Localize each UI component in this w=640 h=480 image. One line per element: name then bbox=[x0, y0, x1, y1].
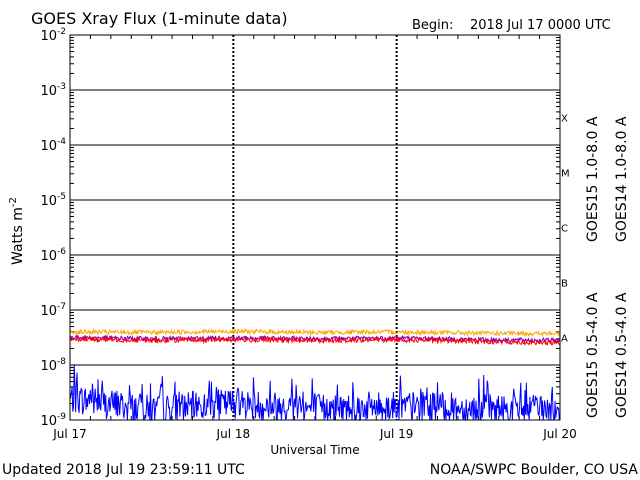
flare-class-label: B bbox=[561, 279, 568, 290]
flare-class-label: A bbox=[561, 334, 568, 345]
legend-goes15-short: GOES15 0.5-4.0 A bbox=[585, 292, 601, 418]
grid bbox=[70, 35, 560, 420]
y-tick-label: 10-2 bbox=[40, 27, 66, 44]
plot-frame bbox=[69, 34, 561, 421]
begin-label: Begin: bbox=[412, 18, 453, 33]
y-tick-labels: 10-9 10-8 10-7 10-6 10-5 10-4 10-3 10-2 bbox=[40, 27, 66, 429]
y-tick-label: 10-4 bbox=[40, 137, 66, 154]
credit-text: NOAA/SWPC Boulder, CO USA bbox=[430, 462, 639, 478]
begin-value: 2018 Jul 17 0000 UTC bbox=[470, 18, 611, 33]
series-line bbox=[69, 364, 561, 422]
y-tick-label: 10-3 bbox=[40, 82, 66, 99]
series-line bbox=[69, 327, 561, 338]
x-tick-label: Jul 18 bbox=[216, 427, 251, 441]
legend-goes14-long: GOES14 1.0-8.0 A bbox=[614, 116, 630, 242]
legend-goes15-long: GOES15 1.0-8.0 A bbox=[585, 116, 601, 242]
data-series bbox=[69, 327, 561, 422]
x-tick-label: Jul 20 bbox=[542, 427, 577, 441]
flare-class-label: M bbox=[561, 169, 570, 180]
flare-class-labels: A B C M X bbox=[561, 114, 570, 345]
flare-class-label: X bbox=[561, 114, 568, 125]
legend-goes14-short: GOES14 0.5-4.0 A bbox=[614, 292, 630, 418]
chart-title: GOES Xray Flux (1-minute data) bbox=[31, 9, 288, 28]
flare-class-label: C bbox=[561, 224, 568, 235]
updated-timestamp: Updated 2018 Jul 19 23:59:11 UTC bbox=[2, 462, 245, 478]
series-line bbox=[69, 335, 561, 346]
x-tick-labels: Jul 17 Jul 18 Jul 19 Jul 20 bbox=[52, 427, 577, 441]
y-tick-label: 10-7 bbox=[40, 302, 66, 319]
y-tick-label: 10-8 bbox=[40, 357, 66, 374]
x-tick-label: Jul 19 bbox=[379, 427, 414, 441]
y-tick-label: 10-6 bbox=[40, 247, 66, 264]
x-tick-label: Jul 17 bbox=[52, 427, 87, 441]
y-tick-label: 10-5 bbox=[40, 192, 66, 209]
y-axis-label: Watts m-2 bbox=[8, 197, 26, 265]
y-tick-label: 10-9 bbox=[40, 412, 66, 429]
x-axis-label: Universal Time bbox=[270, 443, 359, 457]
